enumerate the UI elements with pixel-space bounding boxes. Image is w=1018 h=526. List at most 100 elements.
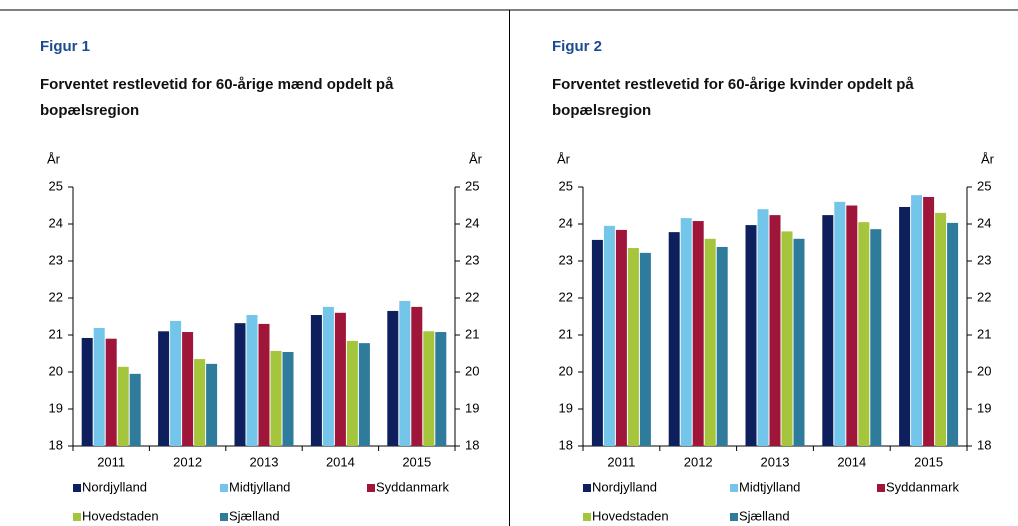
y-axis-label: År	[47, 151, 61, 166]
y2-tick-label: 23	[465, 252, 479, 267]
y-tick-label: 18	[49, 437, 63, 452]
bar	[346, 340, 358, 446]
y2-tick-label: 19	[977, 400, 991, 415]
x-tick-label: 2011	[97, 454, 125, 469]
bar	[435, 332, 447, 446]
bar	[793, 238, 805, 446]
bar	[129, 373, 141, 446]
y2-tick-label: 20	[977, 363, 991, 378]
bar	[947, 222, 959, 446]
bar	[615, 229, 627, 446]
bar	[822, 215, 834, 446]
x-tick-label: 2014	[326, 454, 355, 469]
bar	[399, 300, 411, 446]
y-tick-label: 22	[49, 289, 63, 304]
legend-swatch	[367, 484, 375, 492]
bar	[93, 327, 105, 446]
y2-tick-label: 25	[465, 178, 479, 193]
legend-label: Nordjylland	[82, 479, 147, 494]
y-tick-label: 25	[49, 178, 63, 193]
bar	[781, 231, 793, 446]
y2-tick-label: 22	[465, 289, 479, 304]
bar	[158, 331, 170, 446]
bar	[627, 248, 639, 446]
bar	[591, 239, 603, 446]
y-tick-label: 20	[559, 363, 573, 378]
bar	[923, 196, 935, 446]
bar	[757, 209, 769, 446]
bar	[692, 221, 704, 446]
legend-label: Sjælland	[739, 508, 790, 523]
x-tick-label: 2012	[173, 454, 202, 469]
y-tick-label: 23	[49, 252, 63, 267]
y-tick-label: 20	[49, 363, 63, 378]
bar	[603, 225, 615, 446]
legend-swatch	[730, 484, 738, 492]
bar	[334, 312, 346, 446]
y-tick-label: 24	[49, 215, 63, 230]
legend-label: Hovedstaden	[82, 508, 159, 523]
bar	[170, 320, 182, 446]
legend-swatch	[73, 484, 81, 492]
y2-tick-label: 24	[465, 215, 479, 230]
legend-label: Midtjylland	[739, 479, 800, 494]
legend-swatch	[220, 513, 228, 521]
y-tick-label: 21	[559, 326, 573, 341]
bar	[270, 350, 282, 446]
x-tick-label: 2015	[402, 454, 431, 469]
bar	[870, 229, 882, 446]
legend-label: Midtjylland	[229, 479, 290, 494]
chart-title: Forventet restlevetid for 60-årige kvind…	[552, 76, 914, 119]
bar	[639, 252, 651, 446]
bar	[282, 352, 294, 446]
legend-label: Syddanmark	[886, 479, 959, 494]
x-tick-label: 2013	[761, 454, 790, 469]
legend-swatch	[583, 484, 591, 492]
bar	[680, 218, 692, 446]
bar	[310, 315, 322, 446]
y2-tick-label: 20	[465, 363, 479, 378]
bar	[911, 195, 923, 446]
y2-axis-label: År	[469, 151, 483, 166]
legend-label: Hovedstaden	[592, 508, 669, 523]
y-axis-label: År	[557, 151, 571, 166]
y-tick-label: 19	[49, 400, 63, 415]
legend-swatch	[220, 484, 228, 492]
bar	[745, 225, 757, 446]
bar	[387, 310, 399, 446]
bar	[411, 306, 423, 446]
y2-tick-label: 21	[977, 326, 991, 341]
y2-tick-label: 22	[977, 289, 991, 304]
legend-swatch	[730, 513, 738, 521]
bar	[846, 205, 858, 446]
bar	[704, 238, 716, 446]
x-tick-label: 2014	[837, 454, 866, 469]
bar	[858, 222, 870, 446]
legend-label: Nordjylland	[592, 479, 657, 494]
y-tick-label: 18	[559, 437, 573, 452]
bar	[182, 332, 194, 446]
y2-tick-label: 24	[977, 215, 991, 230]
bar	[246, 315, 258, 446]
y2-tick-label: 18	[977, 437, 991, 452]
chart-title: Forventet restlevetid for 60-årige mænd …	[40, 76, 394, 119]
x-tick-label: 2011	[607, 454, 635, 469]
y-tick-label: 21	[49, 326, 63, 341]
figure-label: Figur 1	[40, 38, 91, 55]
y2-tick-label: 21	[465, 326, 479, 341]
bar	[105, 338, 117, 446]
y-tick-label: 19	[559, 400, 573, 415]
bar	[668, 232, 680, 446]
bar	[935, 212, 947, 446]
bar	[716, 246, 728, 446]
bar	[258, 323, 270, 446]
bar	[194, 359, 206, 446]
y2-axis-label: År	[981, 151, 995, 166]
legend-label: Syddanmark	[376, 479, 449, 494]
y2-tick-label: 18	[465, 437, 479, 452]
bar	[899, 206, 911, 446]
x-tick-label: 2013	[250, 454, 279, 469]
bar	[769, 215, 781, 446]
